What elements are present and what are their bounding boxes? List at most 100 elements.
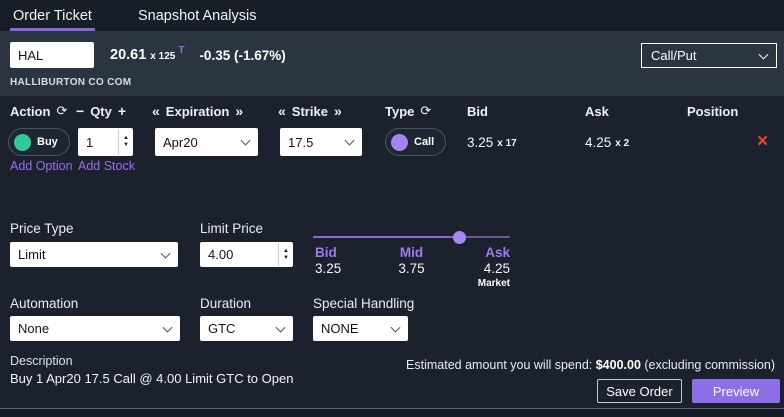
chevron-down-icon bbox=[758, 49, 769, 60]
price-type-label: Price Type bbox=[10, 221, 74, 236]
estimate-amount-value: $400.00 bbox=[595, 358, 641, 372]
limit-price-spin-up-icon[interactable]: ▲ bbox=[283, 247, 289, 254]
position-header-label: Position bbox=[687, 103, 739, 119]
estimate-prefix: Estimated amount you will spend: bbox=[406, 358, 596, 372]
action-value: Buy bbox=[37, 136, 58, 148]
expiration-next-icon[interactable]: » bbox=[235, 103, 244, 119]
estimate-suffix: (excluding commission) bbox=[640, 358, 775, 372]
special-handling-label: Special Handling bbox=[313, 296, 415, 311]
limit-price-label: Limit Price bbox=[200, 221, 264, 236]
quote-summary: 20.61 x 125 T -0.35 (-1.67%) bbox=[110, 42, 286, 68]
strike-prev-icon[interactable]: « bbox=[278, 103, 286, 119]
type-toggle-call[interactable]: Call bbox=[385, 128, 447, 156]
automation-select[interactable]: None bbox=[10, 316, 180, 341]
expiration-header-label: Expiration bbox=[165, 103, 230, 119]
price-type-select[interactable]: Limit bbox=[10, 242, 178, 267]
limit-price-spin-down-icon[interactable]: ▼ bbox=[283, 254, 289, 261]
qty-spin-up-icon[interactable]: ▲ bbox=[123, 135, 129, 141]
type-header-label: Type bbox=[385, 103, 415, 119]
qty-decrement-icon[interactable]: − bbox=[76, 103, 85, 119]
description-label: Description bbox=[10, 354, 73, 368]
leg-bid-quote: 3.25 x 17 bbox=[467, 128, 517, 156]
strike-header-label: Strike bbox=[291, 103, 328, 119]
tab-snapshot-analysis[interactable]: Snapshot Analysis bbox=[137, 7, 257, 24]
column-header-action: Action ⟳ bbox=[10, 102, 67, 120]
automation-label: Automation bbox=[10, 296, 79, 311]
slider-ask-value: 4.25 bbox=[483, 261, 510, 276]
chevron-down-icon bbox=[275, 322, 286, 333]
call-indicator-icon bbox=[391, 133, 408, 151]
ask-header-label: Ask bbox=[585, 103, 609, 119]
action-header-label: Action bbox=[10, 103, 51, 119]
qty-header-label: Qty bbox=[90, 103, 112, 119]
buy-indicator-icon bbox=[14, 133, 31, 151]
slider-mid-value: 3.75 bbox=[398, 261, 425, 276]
order-form: Action ⟳ − Qty + « Expiration » « Strike… bbox=[0, 96, 784, 417]
expiration-value: Apr20 bbox=[163, 134, 198, 150]
expiration-prev-icon[interactable]: « bbox=[152, 103, 160, 119]
chevron-down-icon bbox=[162, 322, 173, 333]
symbol-input[interactable] bbox=[10, 42, 94, 68]
qty-spin-down-icon[interactable]: ▼ bbox=[123, 142, 129, 148]
last-price: 20.61 bbox=[110, 47, 147, 63]
price-slider-track[interactable] bbox=[313, 230, 510, 244]
column-header-qty: − Qty + bbox=[76, 102, 126, 120]
qty-increment-icon[interactable]: + bbox=[117, 103, 127, 119]
ask-price: 4.25 bbox=[585, 134, 612, 150]
estimated-amount: Estimated amount you will spend: $400.00… bbox=[406, 358, 775, 372]
duration-label: Duration bbox=[200, 296, 252, 311]
column-header-expiration: « Expiration » bbox=[152, 102, 243, 120]
qty-spinner: ▲ ▼ bbox=[118, 129, 133, 155]
strike-value: 17.5 bbox=[288, 134, 314, 150]
action-toggle-icon[interactable]: ⟳ bbox=[56, 103, 68, 118]
column-header-type: Type ⟳ bbox=[385, 102, 431, 120]
bid-header-label: Bid bbox=[467, 103, 488, 119]
qty-value: 1 bbox=[86, 134, 94, 150]
chevron-down-icon bbox=[390, 322, 401, 333]
preview-button[interactable]: Preview bbox=[692, 379, 780, 403]
limit-price-stepper[interactable]: 4.00 ▲ ▼ bbox=[200, 242, 293, 267]
duration-select[interactable]: GTC bbox=[200, 316, 293, 341]
chevron-down-icon bbox=[344, 135, 355, 146]
company-name: HALLIBURTON CO COM bbox=[10, 77, 132, 88]
strike-select[interactable]: 17.5 bbox=[280, 128, 362, 156]
tab-bar: Order Ticket Snapshot Analysis bbox=[0, 0, 784, 31]
price-type-value: Limit bbox=[18, 247, 46, 262]
slider-handle[interactable] bbox=[453, 230, 467, 244]
slider-mid-label: Mid bbox=[399, 245, 424, 260]
market-label: Market bbox=[477, 278, 510, 289]
bid-price: 3.25 bbox=[467, 134, 494, 150]
order-description: Buy 1 Apr20 17.5 Call @ 4.00 Limit GTC t… bbox=[10, 371, 294, 386]
add-option-link[interactable]: Add Option bbox=[10, 159, 73, 173]
column-header-ask: Ask bbox=[585, 102, 609, 120]
special-handling-value: NONE bbox=[321, 321, 359, 336]
add-stock-link[interactable]: Add Stock bbox=[78, 159, 135, 173]
strike-next-icon[interactable]: » bbox=[333, 103, 342, 119]
chain-view-value: Call/Put bbox=[651, 48, 697, 63]
action-toggle-buy[interactable]: Buy bbox=[8, 128, 70, 156]
last-size: x 125 bbox=[150, 51, 176, 62]
type-toggle-icon[interactable]: ⟳ bbox=[420, 103, 432, 118]
exchange-flag: T bbox=[178, 45, 185, 56]
chevron-down-icon bbox=[240, 135, 251, 146]
limit-price-value: 4.00 bbox=[208, 247, 234, 262]
leg-ask-quote: 4.25 x 2 bbox=[585, 128, 629, 156]
chevron-down-icon bbox=[160, 248, 171, 259]
bottom-divider bbox=[0, 408, 784, 409]
automation-value: None bbox=[18, 321, 50, 336]
ask-size: x 2 bbox=[615, 137, 630, 149]
tab-order-ticket[interactable]: Order Ticket bbox=[10, 0, 95, 31]
price-slider: Bid Mid Ask 3.25 3.75 4.25 Market bbox=[313, 230, 510, 292]
limit-price-spinner: ▲ ▼ bbox=[278, 243, 293, 266]
qty-stepper[interactable]: 1 ▲ ▼ bbox=[78, 128, 133, 156]
bottom-strip bbox=[0, 409, 784, 417]
save-order-button[interactable]: Save Order bbox=[597, 379, 682, 403]
type-value: Call bbox=[414, 136, 435, 148]
special-handling-select[interactable]: NONE bbox=[313, 316, 408, 341]
expiration-select[interactable]: Apr20 bbox=[155, 128, 258, 156]
chain-view-select[interactable]: Call/Put bbox=[641, 43, 777, 68]
slider-track-filled bbox=[313, 236, 460, 238]
remove-leg-icon[interactable]: × bbox=[757, 131, 769, 152]
slider-bid-label: Bid bbox=[315, 245, 337, 260]
